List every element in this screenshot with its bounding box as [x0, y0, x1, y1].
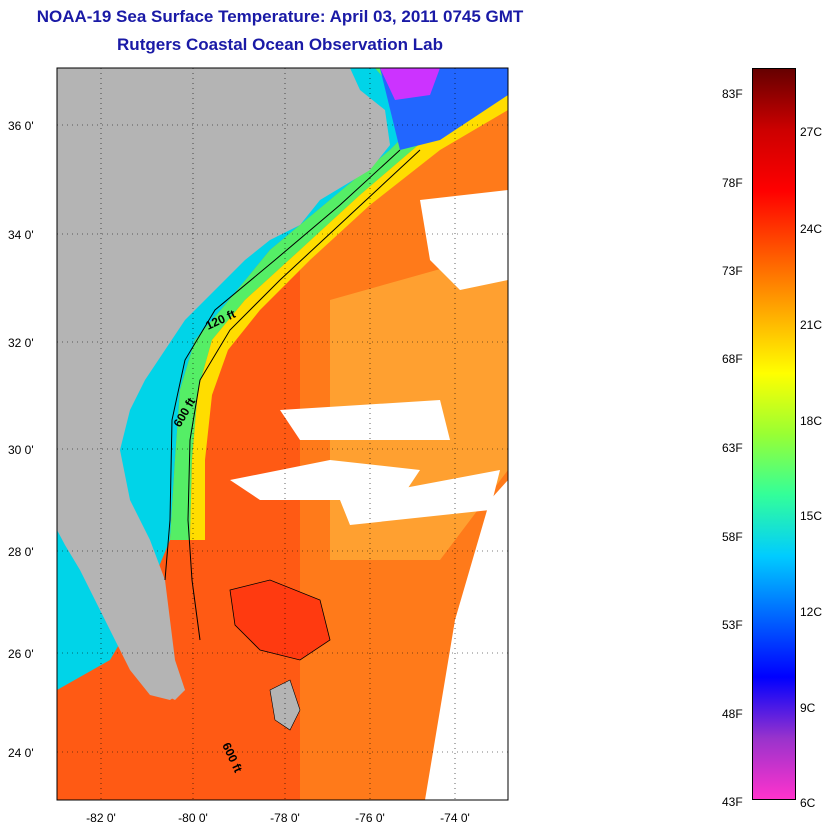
- cb-label-73f: 73F: [722, 264, 743, 278]
- coastal-green-water: [170, 68, 508, 540]
- lon-label-82: -82 0': [86, 811, 116, 825]
- temperature-colorbar: [752, 68, 796, 800]
- lat-label-32: 32 0': [8, 336, 34, 350]
- lat-label-24: 24 0': [8, 746, 34, 760]
- cb-label-78f: 78F: [722, 176, 743, 190]
- lon-label-80: -80 0': [178, 811, 208, 825]
- cloud-4: [340, 470, 500, 525]
- cloud-2: [280, 400, 450, 440]
- florida-peninsula: [57, 490, 185, 700]
- map-subtitle: Rutgers Coastal Ocean Observation Lab: [117, 35, 443, 54]
- land-mass: [57, 68, 390, 700]
- cb-label-15c: 15C: [800, 509, 823, 523]
- lat-label-36: 36 0': [8, 119, 34, 133]
- lon-label-74: -74 0': [440, 811, 470, 825]
- lat-label-30: 30 0': [8, 443, 34, 457]
- coldest-patch: [380, 68, 440, 100]
- cb-label-48f: 48F: [722, 707, 743, 721]
- cb-label-12c: 12C: [800, 605, 823, 619]
- no-data-region: [425, 480, 508, 800]
- lon-label-76: -76 0': [355, 811, 385, 825]
- cb-label-6c: 6C: [800, 796, 816, 810]
- contour-120ft: [164, 149, 401, 581]
- map-title: NOAA-19 Sea Surface Temperature: April 0…: [36, 7, 524, 26]
- cb-label-43f: 43F: [722, 795, 743, 809]
- cb-label-18c: 18C: [800, 414, 823, 428]
- lat-label-34: 34 0': [8, 228, 34, 242]
- cb-label-63f: 63F: [722, 441, 743, 455]
- cb-label-58f: 58F: [722, 530, 743, 544]
- bahamas-island: [269, 679, 301, 731]
- cb-label-27c: 27C: [800, 125, 823, 139]
- grid-lines: [57, 68, 508, 800]
- contour-600ft: [187, 149, 421, 641]
- coastal-yellow-water: [190, 95, 508, 540]
- cb-label-9c: 9C: [800, 701, 816, 715]
- lon-label-78: -78 0': [270, 811, 300, 825]
- cb-label-53f: 53F: [722, 618, 743, 632]
- cloud-3: [230, 460, 420, 500]
- map-frame: [56, 67, 509, 801]
- cloud-1: [420, 190, 508, 290]
- bahamas-bank: [229, 579, 331, 661]
- cb-label-21c: 21C: [800, 318, 823, 332]
- lat-label-28: 28 0': [8, 545, 34, 559]
- cb-label-68f: 68F: [722, 352, 743, 366]
- cb-label-24c: 24C: [800, 222, 823, 236]
- lat-label-26: 26 0': [8, 647, 34, 661]
- cb-label-83f: 83F: [722, 87, 743, 101]
